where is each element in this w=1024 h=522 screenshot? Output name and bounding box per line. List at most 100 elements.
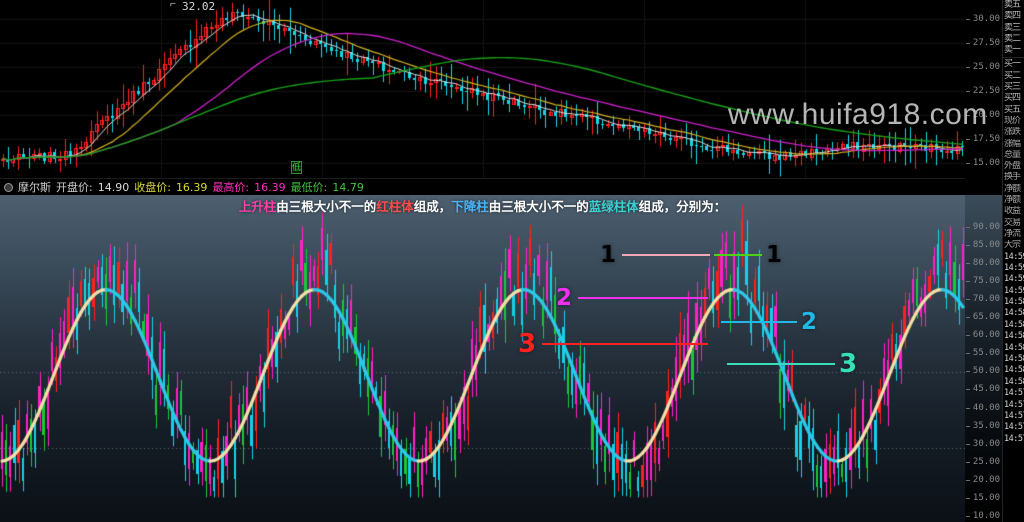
low-price-value: 14.79 — [332, 180, 364, 194]
order-book-row[interactable]: 买五 — [1004, 104, 1021, 115]
tick-time-row[interactable]: 14:57 — [1004, 399, 1024, 410]
axis-label: 60.00 — [972, 330, 1000, 341]
axis-tick — [966, 263, 970, 265]
annotation-seg-text2: 组成， — [413, 198, 452, 214]
quote-status-bar: 摩尔斯 开盘价: 14.90 收盘价: 16.39 最高价: 16.39 最低价… — [0, 178, 965, 195]
annotation-seg-text3: 由三根大小不一的 — [488, 198, 589, 214]
axis-label: 25.00 — [972, 456, 1000, 467]
price-axis-top: 30.00 27.50 25.00 22.50 20.00 17.50 15.00 — [965, 0, 1002, 178]
axis-tick — [966, 461, 970, 463]
tick-time-row[interactable]: 14:58 — [1004, 319, 1024, 330]
tick-time-row[interactable]: 14:57 — [1004, 388, 1024, 399]
annotation-seg-text1: 由三根大小不一的 — [276, 198, 377, 214]
tick-time-row[interactable]: 14:57 — [1004, 433, 1024, 444]
symbol-name: 摩尔斯 — [18, 181, 51, 194]
axis-label: 15.00 — [972, 492, 1000, 503]
axis-tick — [966, 67, 970, 68]
axis-label: 50.00 — [972, 366, 1000, 377]
callout-left-3: 3 — [518, 329, 708, 359]
tick-time-row[interactable]: 14:59 — [1004, 274, 1024, 285]
axis-label: 55.00 — [972, 348, 1000, 359]
order-book-panel[interactable]: 卖五 卖四 卖三 卖二 卖一 买一 买二 买三 买四 买五 现价 涨跌 涨幅 总量 外盘 换手 净额 净额 收益 交易… — [1002, 0, 1024, 522]
order-book-row[interactable]: 卖一 — [1004, 45, 1021, 56]
axis-label: 15.00 — [972, 158, 1000, 168]
indicator-chart-canvas[interactable] — [0, 195, 965, 522]
order-book-row[interactable]: 买一 — [1004, 59, 1021, 70]
tick-time-row[interactable]: 14:58 — [1004, 308, 1024, 319]
tick-time-row[interactable]: 14:57 — [1004, 411, 1024, 421]
axis-tick — [966, 19, 970, 20]
order-book-row[interactable]: 净额 — [1004, 195, 1021, 206]
axis-label: 75.00 — [972, 276, 1000, 287]
tick-time-row[interactable]: 14:58 — [1004, 376, 1024, 387]
order-book-row[interactable]: 净额 — [1004, 183, 1021, 194]
order-book-row[interactable]: 买二 — [1004, 70, 1021, 81]
tick-time-row[interactable]: 14:59 — [1004, 285, 1024, 296]
order-book-row[interactable]: 卖五 — [1004, 0, 1021, 10]
callout-left-2-line — [578, 297, 708, 299]
axis-label: 30.00 — [972, 14, 1000, 24]
order-book-row[interactable]: 总量 — [1004, 149, 1021, 160]
divider — [1003, 57, 1024, 59]
axis-label: 70.00 — [972, 294, 1000, 305]
axis-label: 65.00 — [972, 312, 1000, 323]
close-price-value: 16.39 — [175, 180, 208, 194]
tick-time-row[interactable]: 14:58 — [1004, 331, 1024, 342]
axis-tick — [966, 479, 970, 481]
callout-right-2: 2 — [721, 309, 818, 335]
axis-tick — [966, 353, 970, 355]
axis-label: 20.00 — [972, 110, 1000, 120]
order-book-row[interactable]: 涨幅 — [1004, 138, 1021, 149]
axis-label: 20.00 — [972, 474, 1000, 485]
axis-tick — [966, 139, 970, 140]
order-book-row[interactable]: 外盘 — [1004, 161, 1021, 172]
annotation-seg-falling: 下降柱 — [451, 198, 489, 214]
indicator-bar-chart[interactable] — [0, 195, 965, 522]
tick-time-row[interactable]: 14:59 — [1004, 262, 1024, 273]
order-book-row[interactable]: 买四 — [1004, 93, 1021, 104]
axis-label: 80.00 — [972, 258, 1000, 269]
tick-time-row[interactable]: 14:58 — [1004, 297, 1024, 308]
callout-right-3: 3 — [727, 349, 861, 379]
axis-label: 27.50 — [972, 38, 1000, 48]
annotation-seg-rising: 上升柱 — [238, 198, 277, 214]
callout-left-3-number: 3 — [518, 329, 537, 359]
axis-tick — [966, 91, 970, 92]
high-price-label: 最高价: — [212, 181, 250, 194]
price-candlestick-chart[interactable]: ⌐ 32.02 低 — [0, 0, 965, 178]
symbol-dot-icon — [4, 182, 13, 192]
tick-time-row[interactable]: 14:58 — [1004, 354, 1024, 365]
order-book-row[interactable]: 卖四 — [1004, 11, 1021, 22]
order-book-row[interactable]: 卖二 — [1004, 33, 1021, 44]
axis-tick — [966, 317, 970, 319]
order-book-row[interactable]: 买三 — [1004, 82, 1021, 93]
price-chart-canvas[interactable] — [0, 0, 965, 178]
axis-label: 90.00 — [972, 222, 1000, 232]
axis-tick — [966, 115, 970, 116]
order-book-row[interactable]: 换手 — [1004, 172, 1021, 183]
order-book-row[interactable]: 涨跌 — [1004, 127, 1021, 138]
order-book-row[interactable]: 现价 — [1004, 115, 1021, 126]
axis-separator — [965, 178, 1002, 195]
tick-time-row[interactable]: 14:59 — [1004, 251, 1024, 262]
annotation-seg-redbar: 红柱体 — [376, 198, 414, 214]
axis-label: 85.00 — [972, 240, 1000, 251]
order-book-row[interactable]: 卖三 — [1004, 22, 1021, 33]
order-book-row[interactable]: 交易 — [1004, 217, 1021, 228]
peak-marker-icon: ⌐ — [170, 0, 176, 10]
callout-right-3-number: 3 — [839, 349, 858, 379]
axis-tick — [966, 407, 970, 409]
callout-right-1-line — [714, 254, 762, 256]
tick-time-row[interactable]: 14:57 — [1004, 422, 1024, 433]
tick-time-row[interactable]: 14:58 — [1004, 342, 1024, 353]
order-book-row[interactable]: 净流 — [1004, 228, 1021, 239]
tick-time-row[interactable]: 14:58 — [1004, 365, 1024, 376]
callout-right-2-number: 2 — [801, 309, 818, 335]
axis-tick — [966, 227, 970, 228]
callout-left-2-number: 2 — [556, 285, 573, 311]
order-book-row[interactable]: 收益 — [1004, 206, 1021, 217]
axis-tick — [966, 425, 970, 427]
indicator-explanation-text: 上升柱 由三根大小不一的 红柱体 组成， 下降柱 由三根大小不一的 蓝绿柱体 组… — [0, 195, 965, 215]
order-book-row[interactable]: 大宗 — [1004, 240, 1021, 251]
